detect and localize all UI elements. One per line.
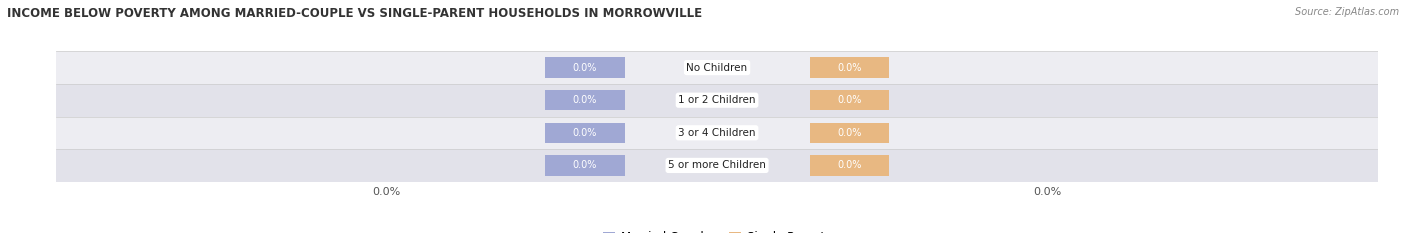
Text: 0.0%: 0.0%: [572, 95, 598, 105]
Text: 5 or more Children: 5 or more Children: [668, 161, 766, 170]
Bar: [56, 116, 1378, 149]
Bar: [546, 58, 624, 78]
Text: No Children: No Children: [686, 63, 748, 72]
Bar: [810, 90, 889, 110]
Bar: [56, 51, 1378, 84]
Bar: [810, 123, 889, 143]
Text: 0.0%: 0.0%: [572, 128, 598, 138]
Legend: Married Couples, Single Parents: Married Couples, Single Parents: [603, 231, 831, 233]
Text: 0.0%: 0.0%: [837, 161, 862, 170]
Bar: [56, 149, 1378, 182]
Text: 0.0%: 0.0%: [572, 161, 598, 170]
Bar: [810, 155, 889, 175]
Bar: [56, 84, 1378, 116]
Bar: [810, 58, 889, 78]
Bar: [546, 123, 624, 143]
Text: 0.0%: 0.0%: [837, 128, 862, 138]
Bar: [546, 155, 624, 175]
Text: 0.0%: 0.0%: [837, 95, 862, 105]
Text: 0.0%: 0.0%: [572, 63, 598, 72]
Text: 3 or 4 Children: 3 or 4 Children: [678, 128, 756, 138]
Text: 1 or 2 Children: 1 or 2 Children: [678, 95, 756, 105]
Text: 0.0%: 0.0%: [837, 63, 862, 72]
Text: INCOME BELOW POVERTY AMONG MARRIED-COUPLE VS SINGLE-PARENT HOUSEHOLDS IN MORROWV: INCOME BELOW POVERTY AMONG MARRIED-COUPL…: [7, 7, 702, 20]
Bar: [546, 90, 624, 110]
Text: Source: ZipAtlas.com: Source: ZipAtlas.com: [1295, 7, 1399, 17]
